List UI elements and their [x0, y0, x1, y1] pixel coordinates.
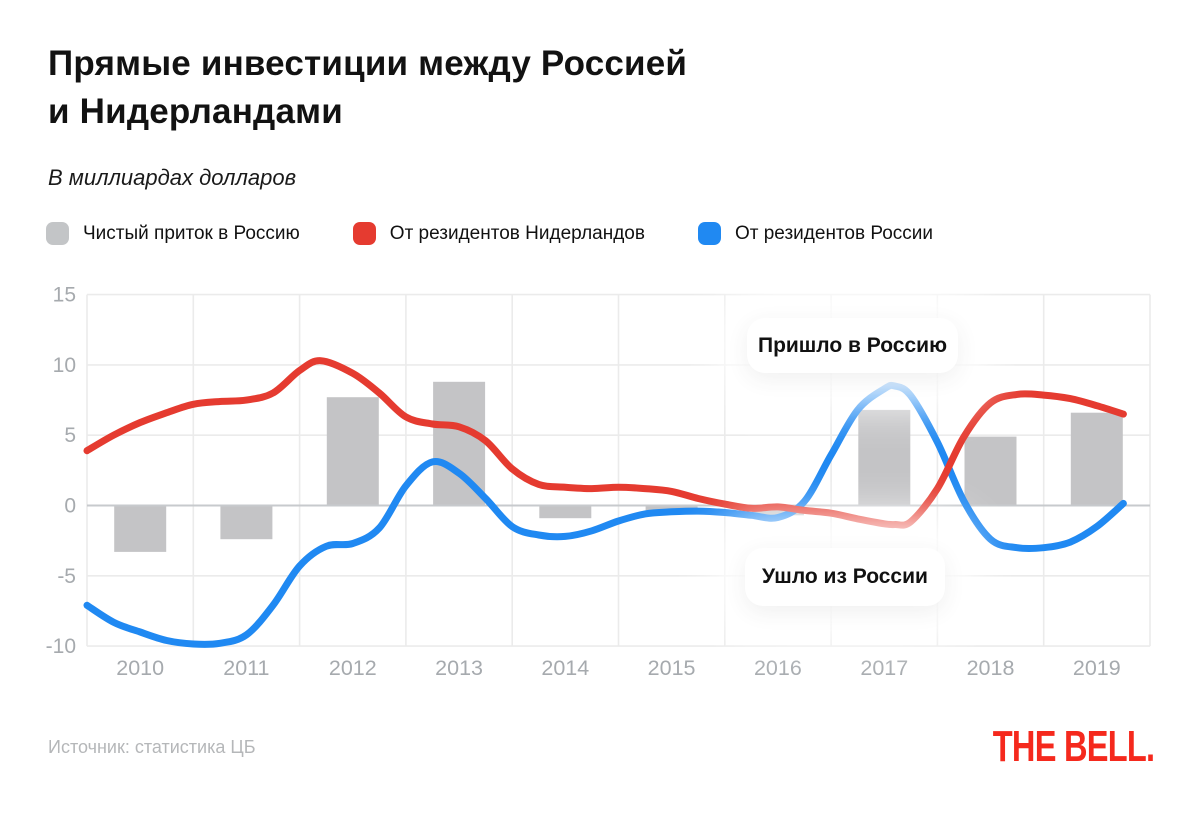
x-tick-label: 2017 [860, 656, 908, 680]
bar-2014 [539, 505, 592, 519]
title-line-1: Прямые инвестиции между Россией [48, 44, 688, 83]
y-tick-label: -5 [57, 565, 76, 588]
blue-swatch-icon [697, 222, 721, 245]
the-bell-logo: THE BELL. [992, 722, 1154, 771]
x-tick-label: 2016 [754, 656, 802, 680]
legend-label: От резидентов Нидерландов [389, 222, 645, 244]
y-tick-label: 10 [53, 354, 76, 377]
title-line-2: и Нидерландами [48, 92, 343, 131]
legend-item-russia-residents: От резидентов России [697, 222, 933, 245]
bar-2019 [1070, 412, 1123, 506]
legend-label: От резидентов России [734, 222, 933, 244]
y-tick-label: 15 [53, 284, 76, 307]
chart-legend: Чистый приток в Россию От резидентов Нид… [46, 222, 986, 245]
x-tick-label: 2013 [435, 656, 483, 680]
bar-2011 [220, 505, 273, 540]
legend-item-netherlands-residents: От резидентов Нидерландов [352, 222, 645, 245]
y-tick-label: 5 [64, 424, 76, 447]
x-tick-label: 2011 [223, 656, 269, 680]
y-tick-label: 0 [64, 495, 76, 518]
bar-2010 [114, 505, 167, 552]
legend-item-net-inflow: Чистый приток в Россию [46, 222, 300, 245]
annotation-came-to-russia: Пришло в Россию [747, 318, 958, 373]
x-tick-label: 2015 [648, 656, 696, 680]
bar-2018 [964, 436, 1017, 506]
legend-label: Чистый приток в Россию [83, 222, 300, 244]
red-swatch-icon [352, 222, 376, 245]
x-tick-label: 2010 [116, 656, 164, 680]
x-tick-label: 2012 [329, 656, 377, 680]
netherlands-residents-line [83, 357, 1127, 529]
source-note: Источник: статистика ЦБ [48, 737, 256, 757]
page-title: Прямые инвестиции между Россией и Нидерла… [48, 40, 687, 136]
x-tick-label: 2018 [967, 656, 1015, 680]
bar-2012 [326, 397, 379, 506]
gray-swatch-icon [46, 222, 69, 245]
bar-2017 [858, 409, 911, 506]
x-tick-label: 2014 [541, 656, 589, 680]
chart-subtitle: В миллиардах долларов [48, 165, 297, 190]
y-tick-label: -10 [46, 635, 76, 658]
annotation-left-russia: Ушло из России [745, 548, 945, 606]
x-tick-label: 2019 [1073, 656, 1121, 680]
